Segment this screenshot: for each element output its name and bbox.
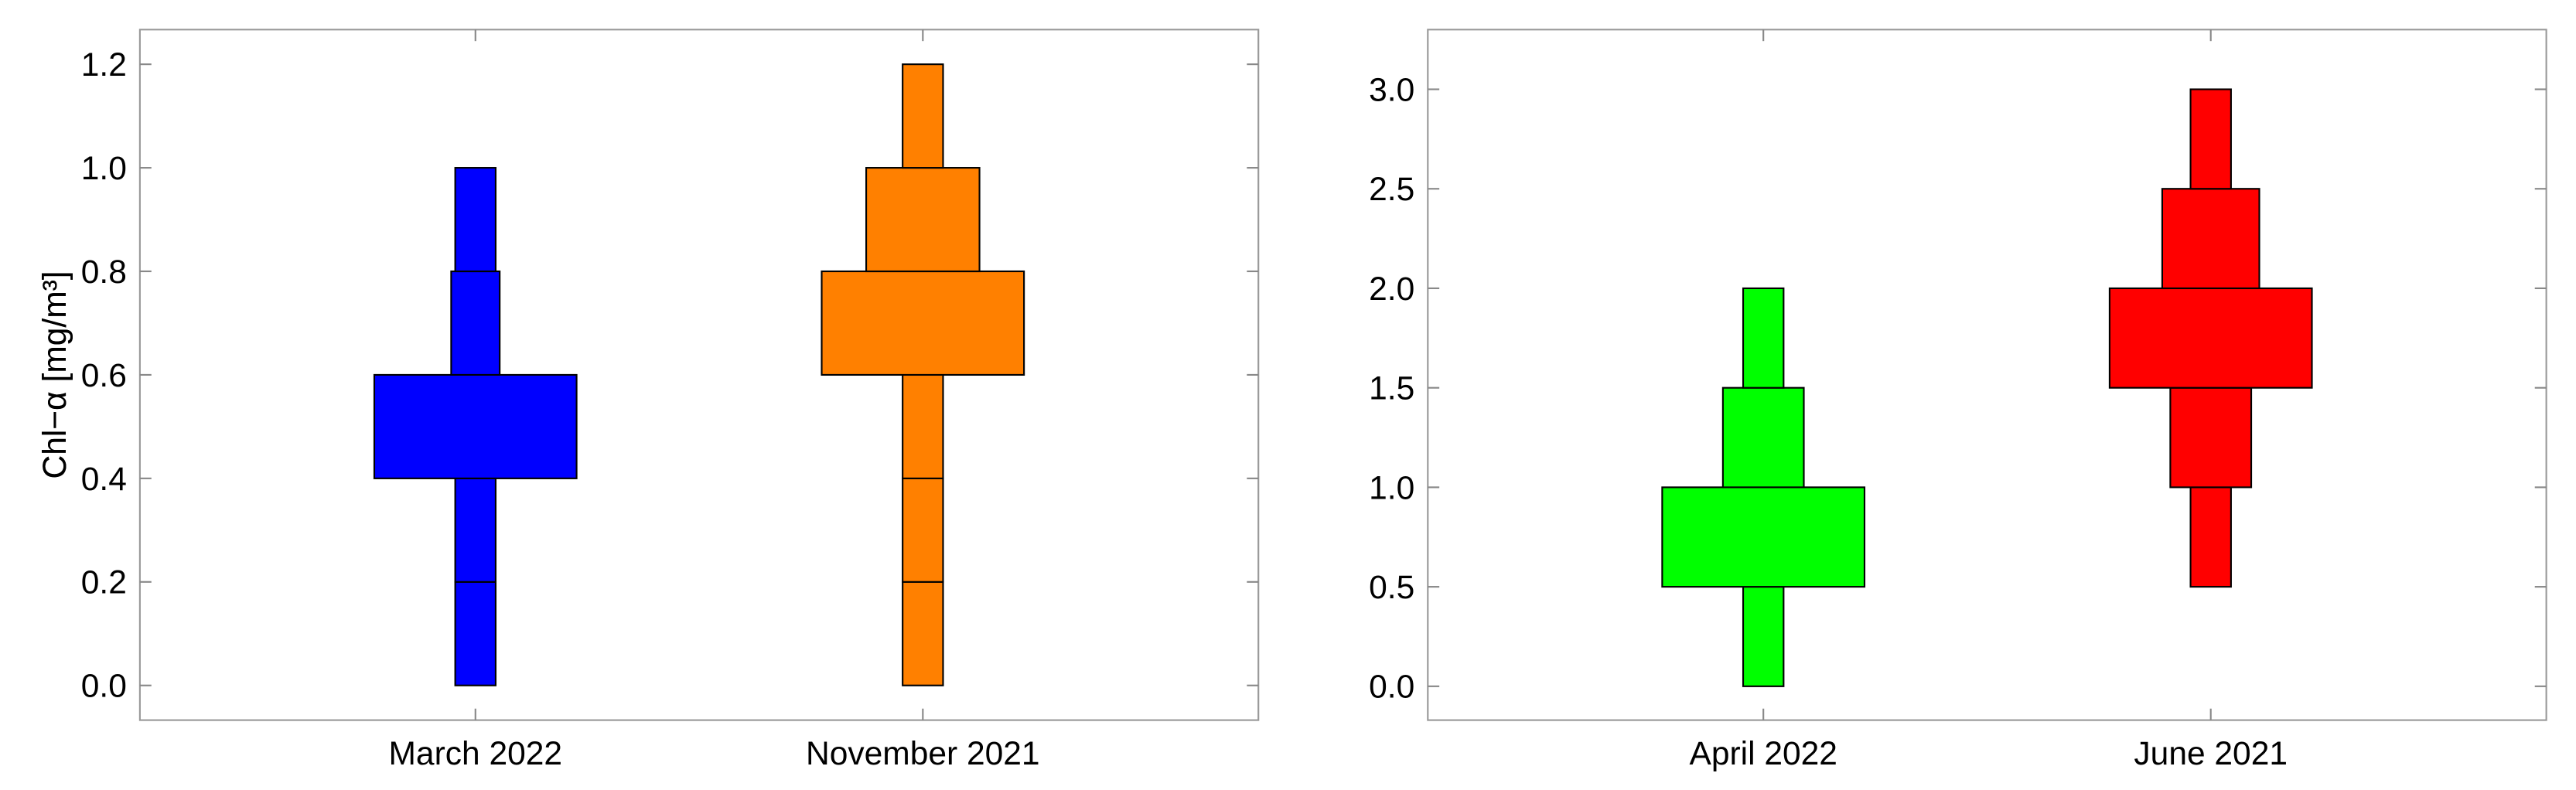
bin-box bbox=[902, 63, 944, 169]
y-tick-label: 0.0 bbox=[81, 668, 127, 705]
x-tick-label: June 2021 bbox=[2134, 735, 2288, 772]
y-tick-label: 2.0 bbox=[1369, 271, 1414, 308]
y-tick-label: 3.0 bbox=[1369, 71, 1414, 108]
bin-box bbox=[902, 581, 944, 686]
bin-box bbox=[1721, 386, 1805, 489]
x-tick-label: March 2022 bbox=[389, 735, 563, 772]
bin-box bbox=[454, 167, 497, 273]
y-tick-label: 0.8 bbox=[81, 254, 127, 291]
y-tick-label: 0.6 bbox=[81, 357, 127, 394]
bin-box bbox=[2189, 88, 2232, 190]
y-tick-label: 0.0 bbox=[1369, 669, 1414, 706]
y-axis-label: Chl−α [mg/m³] bbox=[36, 271, 73, 478]
bin-box bbox=[2161, 188, 2260, 290]
chart: 0.0 0.5 1.0 1.5 2.0 2.5 3.0 Chl−α [mg/m³] April … bbox=[36, 29, 2547, 772]
bin-box bbox=[1742, 586, 1785, 687]
y-tick-label: 0.2 bbox=[81, 564, 127, 601]
bin-box bbox=[373, 373, 578, 479]
y-tick-label: 1.0 bbox=[81, 150, 127, 187]
y-tick-label: 0.4 bbox=[81, 461, 127, 498]
y-tick-label: 1.5 bbox=[1369, 370, 1414, 407]
y-tick-label: 1.2 bbox=[81, 46, 127, 83]
chart: 0.0 0.2 0.4 0.6 0.8 1.0 1.2 Chl−α [mg/m³] March … bbox=[36, 29, 1260, 772]
bin-box bbox=[2189, 486, 2232, 588]
y-tick-label: 2.5 bbox=[1369, 171, 1414, 208]
bin-box bbox=[450, 270, 501, 376]
bin-box bbox=[1742, 287, 1785, 389]
bin-box bbox=[1661, 486, 1866, 588]
plot-frame bbox=[1427, 29, 2547, 721]
plot-frame bbox=[138, 29, 1260, 721]
y-tick-label: 0.5 bbox=[1369, 569, 1414, 606]
x-tick-label: April 2022 bbox=[1689, 735, 1837, 772]
bin-box bbox=[902, 477, 944, 583]
bin-box bbox=[2169, 386, 2253, 489]
y-axis-label: Chl−α [mg/m³] bbox=[36, 271, 73, 478]
bin-box bbox=[821, 270, 1025, 376]
x-tick-label: November 2021 bbox=[806, 735, 1040, 772]
bin-box bbox=[2108, 287, 2313, 389]
y-tick-label: 1.0 bbox=[1369, 469, 1414, 506]
bin-box bbox=[865, 167, 981, 273]
bin-box bbox=[902, 373, 944, 479]
bin-box bbox=[454, 581, 497, 686]
bin-box bbox=[454, 477, 497, 583]
